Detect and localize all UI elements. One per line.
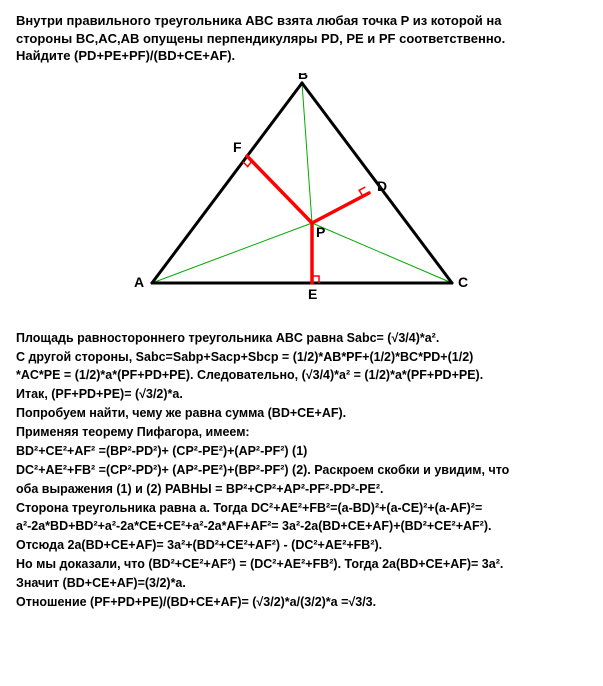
solution-line: Итак, (PF+PD+PE)= (√3/2)*a. <box>16 386 587 403</box>
solution-line: BD²+CE²+AF² =(BP²-PD²)+ (CP²-PE²)+(AP²-P… <box>16 443 587 460</box>
solution-text: Площадь равностороннего треугольника ABC… <box>16 330 587 611</box>
solution-line: Попробуем найти, чему же равна сумма (BD… <box>16 405 587 422</box>
problem-line: Найдите (PD+PE+PF)/(BD+CE+AF). <box>16 48 235 63</box>
problem-statement: Внутри правильного треугольника ABC взят… <box>16 12 587 65</box>
solution-line: Сторона треугольника равна a. Тогда DC²+… <box>16 500 587 517</box>
problem-line: стороны BC,AC,AB опущены перпендикуляры … <box>16 31 505 46</box>
solution-line: DC²+AE²+FB² =(CP²-PD²)+ (AP²-PE²)+(BP²-P… <box>16 462 587 479</box>
solution-line: Значит (BD+CE+AF)=(3/2)*a. <box>16 575 587 592</box>
solution-line: Отсюда 2a(BD+CE+AF)= 3a²+(BD²+CE²+AF²) -… <box>16 537 587 554</box>
svg-text:C: C <box>458 274 468 290</box>
svg-text:D: D <box>377 178 387 194</box>
triangle-diagram: A B C P D E F <box>122 73 482 313</box>
solution-line: Площадь равностороннего треугольника ABC… <box>16 330 587 347</box>
solution-line: Применяя теорему Пифагора, имеем: <box>16 424 587 441</box>
solution-line: Но мы доказали, что (BD²+CE²+AF²) = (DC²… <box>16 556 587 573</box>
solution-line: оба выражения (1) и (2) РАВНЫ = BP²+CP²+… <box>16 481 587 498</box>
svg-text:P: P <box>316 224 325 240</box>
svg-text:F: F <box>233 139 242 155</box>
svg-text:B: B <box>298 73 308 82</box>
solution-line: С другой стороны, Sabc=Sabp+Sacp+Sbcp = … <box>16 349 587 366</box>
solution-line: Отношение (PF+PD+PE)/(BD+CE+AF)= (√3/2)*… <box>16 594 587 611</box>
diagram-container: A B C P D E F <box>16 73 587 318</box>
solution-line: *AC*PE = (1/2)*a*(PF+PD+PE). Следователь… <box>16 367 587 384</box>
svg-text:A: A <box>134 274 144 290</box>
problem-line: Внутри правильного треугольника ABC взят… <box>16 13 501 28</box>
svg-text:E: E <box>308 286 317 302</box>
solution-line: a²-2a*BD+BD²+a²-2a*CE+CE²+a²-2a*AF+AF²= … <box>16 518 587 535</box>
